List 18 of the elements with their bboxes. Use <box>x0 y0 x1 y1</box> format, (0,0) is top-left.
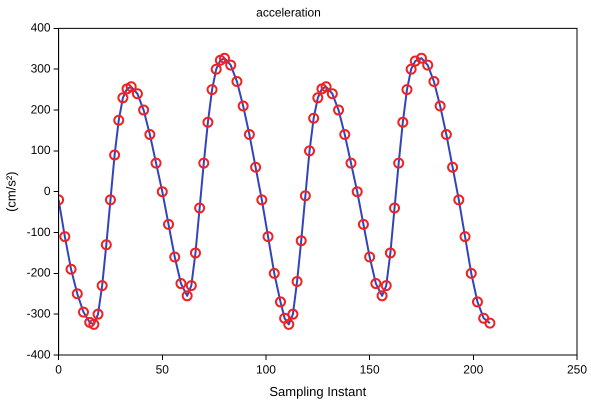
y-tick-label: 100 <box>30 143 51 158</box>
y-tick-label: 400 <box>30 20 51 35</box>
y-tick-label: -400 <box>26 347 51 362</box>
x-axis-title: Sampling Instant <box>269 384 367 399</box>
x-tick-label: 150 <box>360 362 380 377</box>
y-tick-label: 200 <box>30 102 51 116</box>
chart-title: acceleration <box>256 6 321 20</box>
x-tick-label: 0 <box>55 362 62 377</box>
y-tick-label: -200 <box>26 266 51 280</box>
x-tick-label: 50 <box>156 362 170 377</box>
x-tick-label: 200 <box>463 362 484 377</box>
y-tick-label: -300 <box>26 306 51 320</box>
x-tick-label: 100 <box>256 362 276 377</box>
y-tick-label: 300 <box>30 62 51 76</box>
y-tick-label: -100 <box>26 224 51 239</box>
x-tick-label: 250 <box>566 362 588 377</box>
y-axis-title: (cm/s²) <box>3 171 18 212</box>
y-tick-label: 0 <box>44 184 51 198</box>
